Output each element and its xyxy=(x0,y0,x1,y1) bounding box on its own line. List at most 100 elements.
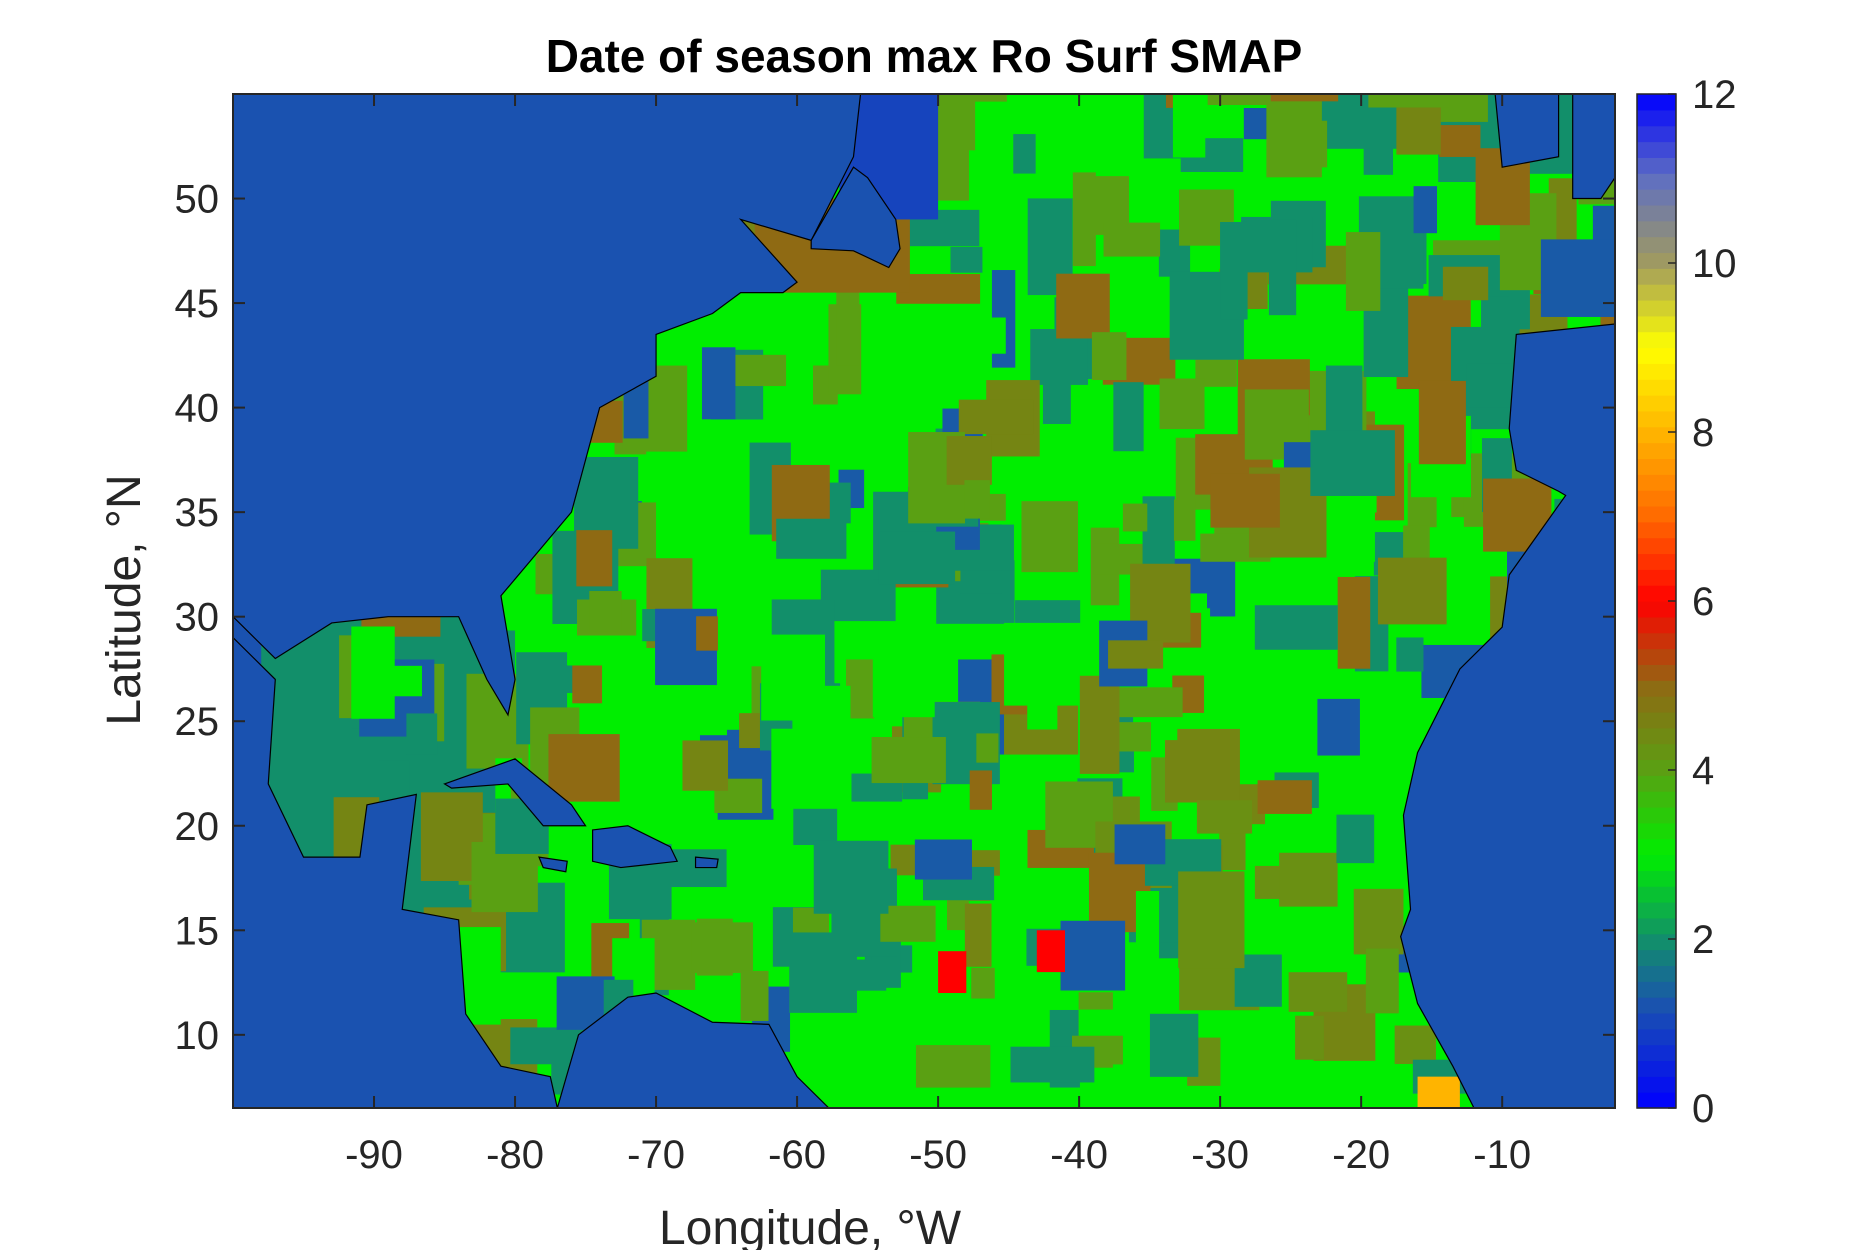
field-patch xyxy=(878,531,956,585)
field-patch xyxy=(1365,948,1399,1014)
colorbar-tick-label: 6 xyxy=(1692,580,1714,624)
field-patch xyxy=(1345,232,1381,311)
colorbar-segment xyxy=(1637,981,1676,998)
field-patch xyxy=(1027,658,1058,730)
y-tick-label: 15 xyxy=(175,909,220,953)
field-patch xyxy=(1442,266,1489,301)
x-axis-label: Longitude, °W xyxy=(659,1202,962,1250)
colorbar-segment xyxy=(1637,696,1676,713)
y-tick-label: 10 xyxy=(175,1014,220,1058)
field-patch xyxy=(1060,920,1126,991)
colorbar-segment xyxy=(1637,141,1676,158)
colorbar-segment xyxy=(1637,204,1676,222)
colorbar-segment xyxy=(1637,331,1676,349)
colorbar-segment xyxy=(1637,822,1676,840)
field-patch xyxy=(975,317,1006,354)
x-tick-label: -60 xyxy=(768,1133,826,1177)
colorbar-segment xyxy=(1637,632,1676,650)
field-patch xyxy=(969,770,992,810)
colorbar-segment xyxy=(1637,410,1676,428)
field-patch xyxy=(1396,637,1424,672)
plot-frame xyxy=(232,93,1616,1109)
colorbar-segment xyxy=(1637,442,1676,460)
field-patch xyxy=(846,659,875,719)
land-ireland xyxy=(1494,94,1560,168)
field-patch xyxy=(1333,501,1375,562)
colorbar-segment xyxy=(1637,521,1676,539)
colorbar-segment xyxy=(1637,806,1676,824)
colorbar-segment xyxy=(1637,965,1676,982)
land-cuba xyxy=(443,758,587,827)
y-tick-label: 35 xyxy=(175,491,220,535)
field-patch xyxy=(351,626,395,719)
field-patch xyxy=(1057,94,1121,102)
field-patch xyxy=(1270,94,1339,102)
colorbar-segment xyxy=(1637,1076,1676,1093)
colorbar-segment xyxy=(1637,743,1676,761)
field-patch xyxy=(1122,503,1148,532)
field-patch xyxy=(1418,380,1466,465)
colorbar-segment xyxy=(1637,775,1676,792)
colorbar-tick-label: 0 xyxy=(1692,1087,1714,1131)
colorbar-scale xyxy=(1637,94,1676,1109)
colorbar-segment xyxy=(1637,426,1676,444)
colorbar-segment xyxy=(1637,1060,1676,1077)
colorbar-tick-label: 4 xyxy=(1692,749,1714,793)
field-patch xyxy=(789,932,857,1013)
colorbar-segment xyxy=(1637,157,1676,174)
field-patch xyxy=(510,1027,576,1065)
colorbar-segment xyxy=(1637,252,1676,269)
y-tick-label: 20 xyxy=(175,805,220,849)
x-tick-label: -80 xyxy=(486,1133,544,1177)
colorbar-segment xyxy=(1637,759,1676,776)
field-patch xyxy=(1013,134,1036,174)
colorbar-segment xyxy=(1637,553,1676,570)
field-patch xyxy=(946,436,992,485)
x-tick-label: -10 xyxy=(1473,1133,1531,1177)
field-patch xyxy=(1396,94,1441,155)
field-patch xyxy=(1394,1025,1436,1064)
land-mask xyxy=(233,94,1615,1108)
colorbar-segment xyxy=(1637,791,1676,808)
colorbar-segment xyxy=(1637,854,1676,871)
y-axis: 10 15 20 25 30 35 40 45 50 xyxy=(175,178,1615,1058)
field-patch xyxy=(813,840,889,914)
field-patch xyxy=(1021,501,1079,573)
field-patch xyxy=(950,246,983,273)
field-patch xyxy=(1079,675,1120,774)
colorbar-tick-label: 12 xyxy=(1692,73,1737,117)
field-patch xyxy=(1257,780,1312,814)
colorbar-segment xyxy=(1637,395,1676,412)
field-patch xyxy=(1103,222,1161,257)
colorbar-segment xyxy=(1637,299,1676,317)
colorbar-segment xyxy=(1637,125,1676,143)
x-tick-label: -40 xyxy=(1050,1133,1108,1177)
field-patch xyxy=(871,737,946,784)
field-patch xyxy=(1345,94,1394,96)
field-patch xyxy=(958,399,1034,435)
colorbar-segment xyxy=(1637,601,1676,618)
x-tick-label: -50 xyxy=(909,1133,967,1177)
field-patch xyxy=(964,903,992,967)
land-newfoundland xyxy=(810,166,901,269)
field-patch xyxy=(976,733,999,763)
field-patch xyxy=(1262,691,1325,773)
field-patch xyxy=(776,518,847,559)
colorbar-segment xyxy=(1637,711,1676,729)
field-patch xyxy=(1377,557,1447,625)
field-region xyxy=(1417,1076,1460,1108)
colorbar-segment xyxy=(1637,1092,1676,1109)
field-patch xyxy=(1279,852,1338,907)
field-patch xyxy=(1072,172,1096,267)
chart-title: Date of season max Ro Surf SMAP xyxy=(546,30,1303,82)
colorbar-segment xyxy=(1637,1012,1676,1030)
colorbar-ticks: 0 2 4 6 8 10 12 xyxy=(1668,73,1737,1131)
field-patch xyxy=(1178,871,1245,969)
colorbar-segment xyxy=(1637,284,1676,301)
field-patch xyxy=(1219,828,1246,871)
colorbar-segment xyxy=(1637,680,1676,697)
colorbar-segment xyxy=(1637,474,1676,491)
colorbar: 0 2 4 6 8 10 12 xyxy=(1636,73,1737,1131)
field-patch xyxy=(1220,221,1248,320)
